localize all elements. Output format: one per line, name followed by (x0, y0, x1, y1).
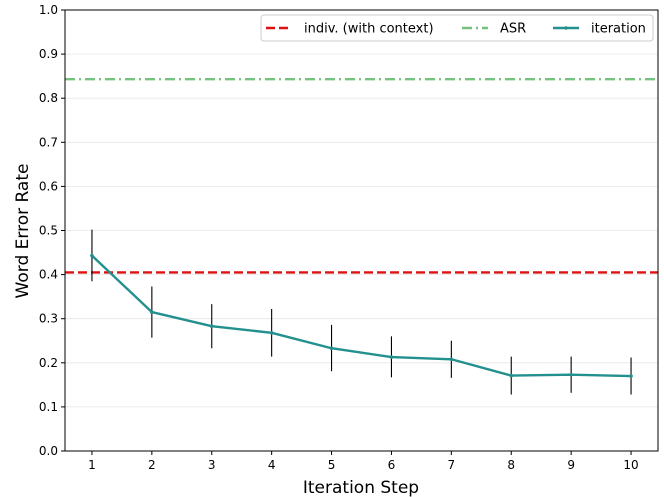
x-tick-label: 10 (623, 458, 638, 472)
y-tick-label: 0.3 (39, 312, 58, 326)
reference-lines (65, 78, 658, 274)
ticks: 0.0 0.1 0.2 0.3 0.4 0.5 0.6 0.7 0.8 0.9 1.0 1 2 3 4 5 6 7… (39, 3, 639, 472)
y-tick-label: 0.8 (39, 91, 58, 105)
x-tick-label: 8 (507, 458, 515, 472)
legend-label: ASR (500, 22, 526, 37)
x-tick-label: 9 (567, 458, 575, 472)
x-tick-label: 4 (268, 458, 276, 472)
data-point (150, 310, 154, 314)
data-point (569, 372, 573, 377)
data-point (90, 253, 94, 258)
x-tick-label: 1 (88, 458, 96, 472)
data-point (629, 374, 633, 378)
x-tick-label: 5 (328, 458, 336, 472)
series-line (91, 254, 632, 378)
y-tick-label: 0.6 (39, 179, 58, 193)
x-axis-title: Iteration Step (303, 478, 419, 497)
x-tick-label: 3 (208, 458, 216, 472)
data-point (269, 331, 274, 335)
y-tick-label: 1.0 (39, 3, 58, 17)
data-point (389, 355, 394, 359)
x-tick-label: 6 (388, 458, 396, 472)
y-axis-title: Word Error Rate (13, 164, 33, 299)
legend-label: iteration (591, 22, 646, 37)
legend-marker (564, 26, 568, 30)
legend: indiv. (with context) ASR iteration (260, 14, 654, 42)
y-tick-label: 0.2 (39, 356, 58, 370)
legend-box (260, 14, 654, 42)
y-tick-label: 0.7 (39, 135, 58, 149)
y-tick-label: 0.5 (39, 224, 58, 238)
data-point (509, 373, 514, 378)
series (90, 253, 633, 378)
y-tick-label: 0.4 (39, 268, 58, 282)
data-point (209, 324, 214, 328)
data-point (329, 346, 334, 351)
legend-label: indiv. (with context) (304, 22, 434, 37)
data-point (449, 357, 454, 362)
y-tick-label: 0.9 (39, 47, 58, 61)
y-tick-label: 0.1 (39, 400, 58, 414)
y-tick-label: 0.0 (39, 444, 58, 458)
error-bars (91, 229, 632, 395)
x-tick-label: 2 (148, 458, 156, 472)
x-tick-label: 7 (448, 458, 456, 472)
grid (65, 53, 658, 408)
